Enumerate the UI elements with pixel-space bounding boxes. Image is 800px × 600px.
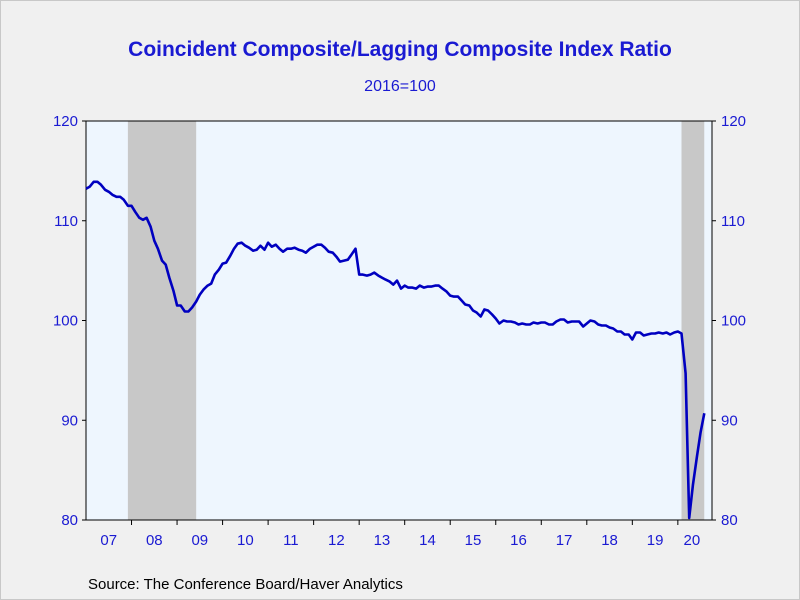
recession-band-1 — [127, 121, 197, 520]
y-tick-label-right: 120 — [721, 113, 746, 130]
x-tick-label: 09 — [191, 532, 208, 549]
y-tick-label-right: 90 — [721, 412, 738, 429]
x-tick-label: 13 — [374, 532, 391, 549]
x-tick-label: 17 — [556, 532, 573, 549]
x-tick-label: 12 — [328, 532, 345, 549]
series-line-1 — [85, 180, 706, 520]
x-tick-label: 15 — [465, 532, 482, 549]
x-tick-label: 18 — [601, 532, 618, 549]
chart-title: Coincident Composite/Lagging Composite I… — [128, 38, 672, 61]
y-tick-label-right: 110 — [721, 213, 745, 230]
x-tick-label: 07 — [100, 532, 117, 549]
x-tick-label: 08 — [146, 532, 163, 549]
x-tick-label: 19 — [647, 532, 664, 549]
x-tick-label: 11 — [283, 532, 299, 549]
x-tick-label: 14 — [419, 532, 436, 549]
source-note: Source: The Conference Board/Haver Analy… — [88, 576, 403, 593]
x-tick-label: 20 — [684, 532, 701, 549]
y-tick-label-left: 120 — [53, 113, 78, 130]
y-tick-label-right: 80 — [721, 512, 738, 529]
chart-subtitle: 2016=100 — [364, 78, 436, 95]
recession-band-2 — [681, 121, 705, 520]
y-tick-label-left: 90 — [61, 412, 78, 429]
y-tick-label-right: 100 — [721, 313, 746, 330]
y-tick-label-left: 100 — [53, 313, 78, 330]
y-tick-label-left: 80 — [61, 512, 78, 529]
x-tick-label: 10 — [237, 532, 254, 549]
y-tick-label-left: 110 — [54, 213, 78, 230]
x-tick-label: 16 — [510, 532, 527, 549]
